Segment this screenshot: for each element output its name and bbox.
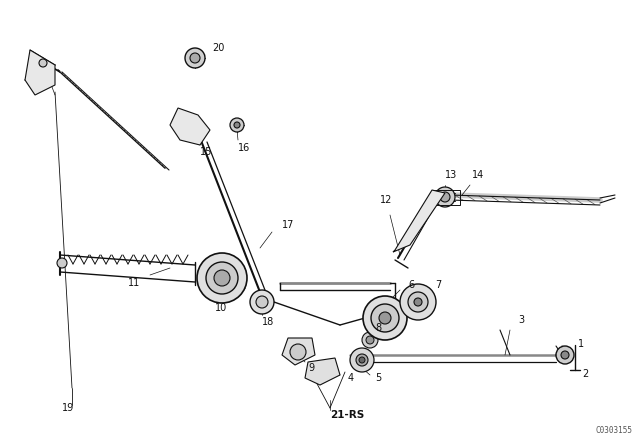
Polygon shape (305, 358, 340, 385)
Text: 10: 10 (215, 303, 227, 313)
Circle shape (363, 296, 407, 340)
Circle shape (359, 357, 365, 363)
Circle shape (362, 332, 378, 348)
Circle shape (185, 48, 205, 68)
Text: 15: 15 (200, 147, 212, 157)
Polygon shape (170, 108, 210, 145)
Text: 19: 19 (62, 403, 74, 413)
Circle shape (366, 336, 374, 344)
Text: 9: 9 (308, 363, 314, 373)
Circle shape (57, 258, 67, 268)
Circle shape (556, 346, 574, 364)
Polygon shape (393, 190, 445, 252)
Circle shape (190, 53, 200, 63)
Circle shape (400, 284, 436, 320)
Circle shape (356, 354, 368, 366)
Text: 16: 16 (238, 143, 250, 153)
Circle shape (230, 118, 244, 132)
Text: 18: 18 (262, 317, 275, 327)
Circle shape (250, 290, 274, 314)
Text: 11: 11 (128, 278, 140, 288)
Circle shape (39, 59, 47, 67)
Text: 2: 2 (582, 369, 588, 379)
Circle shape (561, 351, 569, 359)
Text: 1: 1 (578, 339, 584, 349)
Circle shape (256, 296, 268, 308)
Text: 5: 5 (375, 373, 381, 383)
Circle shape (379, 312, 391, 324)
Circle shape (290, 344, 306, 360)
Circle shape (435, 187, 455, 207)
Circle shape (350, 348, 374, 372)
Text: 8: 8 (375, 323, 381, 333)
Circle shape (408, 292, 428, 312)
Text: 7: 7 (435, 280, 441, 290)
Polygon shape (282, 338, 315, 365)
Text: 3: 3 (518, 315, 524, 325)
Circle shape (197, 253, 247, 303)
Circle shape (206, 262, 238, 294)
Text: 13: 13 (445, 170, 457, 180)
Text: 12: 12 (380, 195, 392, 205)
Text: 20: 20 (212, 43, 225, 53)
Text: 6: 6 (408, 280, 414, 290)
Text: 4: 4 (348, 373, 354, 383)
Circle shape (440, 192, 450, 202)
Circle shape (414, 298, 422, 306)
Circle shape (214, 270, 230, 286)
Text: C0303155: C0303155 (596, 426, 633, 435)
Text: 14: 14 (472, 170, 484, 180)
Text: 21-RS: 21-RS (330, 410, 364, 420)
Text: 17: 17 (282, 220, 294, 230)
Polygon shape (25, 50, 55, 95)
Circle shape (234, 122, 240, 128)
Circle shape (371, 304, 399, 332)
